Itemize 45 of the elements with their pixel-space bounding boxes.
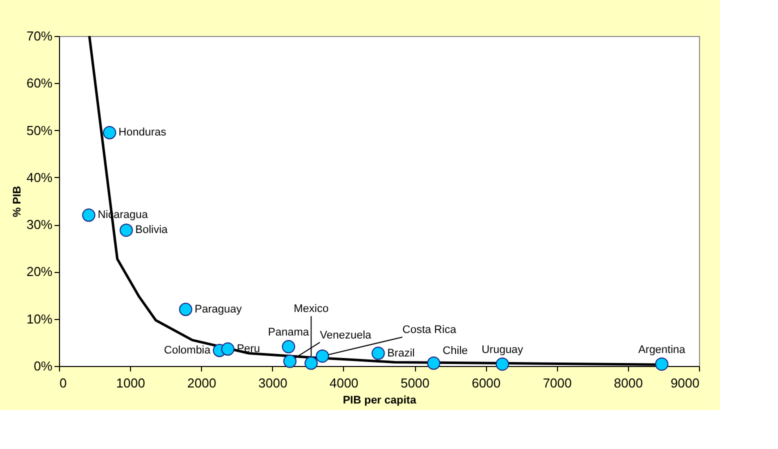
y-tick-label: 70% bbox=[26, 28, 53, 44]
point bbox=[82, 208, 96, 222]
y-tick-label: 30% bbox=[26, 217, 53, 232]
x-tick-label: 1000 bbox=[116, 376, 146, 390]
point bbox=[179, 302, 192, 316]
point bbox=[304, 356, 318, 370]
annotation: Venezuela bbox=[320, 329, 372, 342]
y-tick-label: 40% bbox=[26, 170, 53, 185]
point bbox=[496, 358, 509, 371]
point bbox=[427, 356, 440, 370]
x-axis-title: PIB per capita bbox=[342, 394, 418, 406]
annotation: Uruguay bbox=[482, 344, 524, 356]
annotation: Panama bbox=[268, 326, 310, 339]
x-tick-label: 7000 bbox=[542, 376, 572, 390]
x-tick-label: 4000 bbox=[329, 376, 358, 390]
annotation: Bolivia bbox=[135, 224, 169, 236]
y-tick-label: 0% bbox=[34, 358, 53, 374]
x-tick-label: 8000 bbox=[614, 376, 643, 390]
point bbox=[655, 358, 668, 371]
annotation: Honduras bbox=[118, 126, 167, 139]
x-tick-label: 3000 bbox=[258, 376, 288, 390]
x-tick-label: 2000 bbox=[187, 376, 216, 390]
point bbox=[120, 224, 133, 237]
y-axis-title: % PIB bbox=[11, 186, 24, 218]
y-tick-label: 20% bbox=[26, 264, 53, 280]
point bbox=[372, 346, 385, 360]
x-tick-label: 0 bbox=[60, 376, 67, 390]
y-tick-label: 50% bbox=[26, 122, 53, 138]
x-tick-label: 5000 bbox=[400, 376, 430, 390]
annotation: Costa Rica bbox=[402, 324, 458, 336]
y-tick-label: 60% bbox=[26, 76, 53, 91]
annotation: Chile bbox=[442, 345, 468, 358]
annotation: Colombia bbox=[164, 344, 212, 356]
x-tick-label: 6000 bbox=[472, 376, 501, 390]
y-tick-label: 10% bbox=[26, 311, 53, 326]
point bbox=[316, 349, 330, 363]
annotation: Mexico bbox=[294, 303, 329, 316]
point bbox=[221, 342, 234, 356]
annotation: Brazil bbox=[387, 347, 415, 360]
annotation: Paraguay bbox=[194, 303, 242, 316]
point bbox=[283, 354, 297, 368]
point bbox=[102, 126, 116, 140]
point bbox=[282, 340, 296, 354]
annotation: Argentina bbox=[638, 344, 686, 356]
x-tick-label: 9000 bbox=[670, 376, 700, 390]
